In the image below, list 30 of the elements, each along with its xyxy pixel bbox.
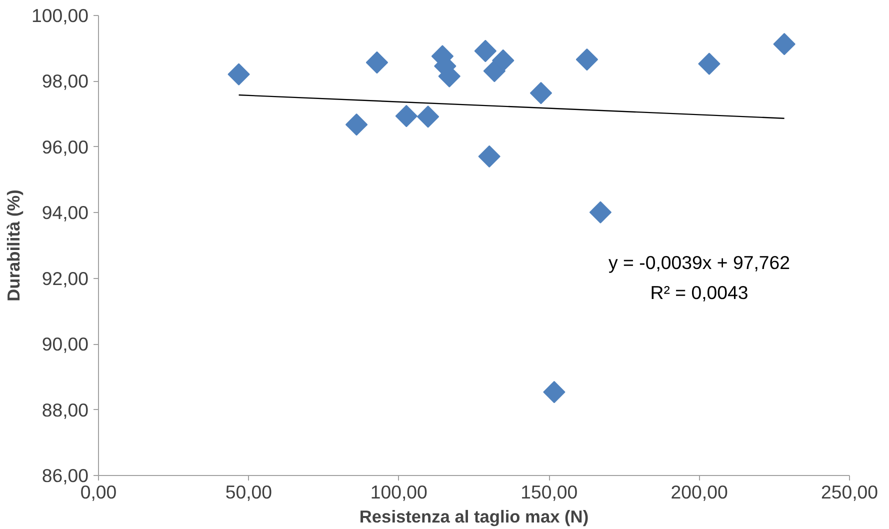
y-tick-label: 94,00 (42, 202, 88, 224)
y-tick-label: 98,00 (42, 70, 88, 92)
point (530, 82, 552, 104)
x-tick-label: 100,00 (370, 482, 428, 502)
y-axis-title: Durabilità (%) (3, 190, 24, 302)
point (228, 63, 250, 86)
annotation: R² = 0,0043 (650, 282, 748, 303)
point (345, 113, 368, 136)
point (576, 48, 598, 71)
point (416, 106, 440, 128)
point (478, 145, 500, 168)
point (474, 40, 497, 62)
y-tick-label: 88,00 (42, 399, 88, 420)
x-tick-label: 200,00 (670, 482, 728, 502)
point (589, 201, 612, 224)
y-tick-label: 100,00 (31, 5, 88, 26)
annotation: y = -0,0039x + 97,762 (608, 252, 790, 274)
point (395, 104, 418, 128)
point (773, 32, 796, 56)
point (492, 49, 514, 72)
point (698, 52, 720, 75)
x-tick-label: 150,00 (520, 482, 578, 502)
y-tick-label: 96,00 (42, 136, 88, 158)
point (543, 380, 566, 404)
x-tick-label: 50,00 (225, 482, 272, 502)
x-tick-label: 250,00 (820, 482, 878, 502)
point (366, 51, 388, 74)
y-tick-label: 90,00 (42, 334, 88, 355)
x-axis-title: Resistenza al taglio max (N) (359, 506, 589, 526)
y-tick-label: 92,00 (42, 268, 88, 289)
